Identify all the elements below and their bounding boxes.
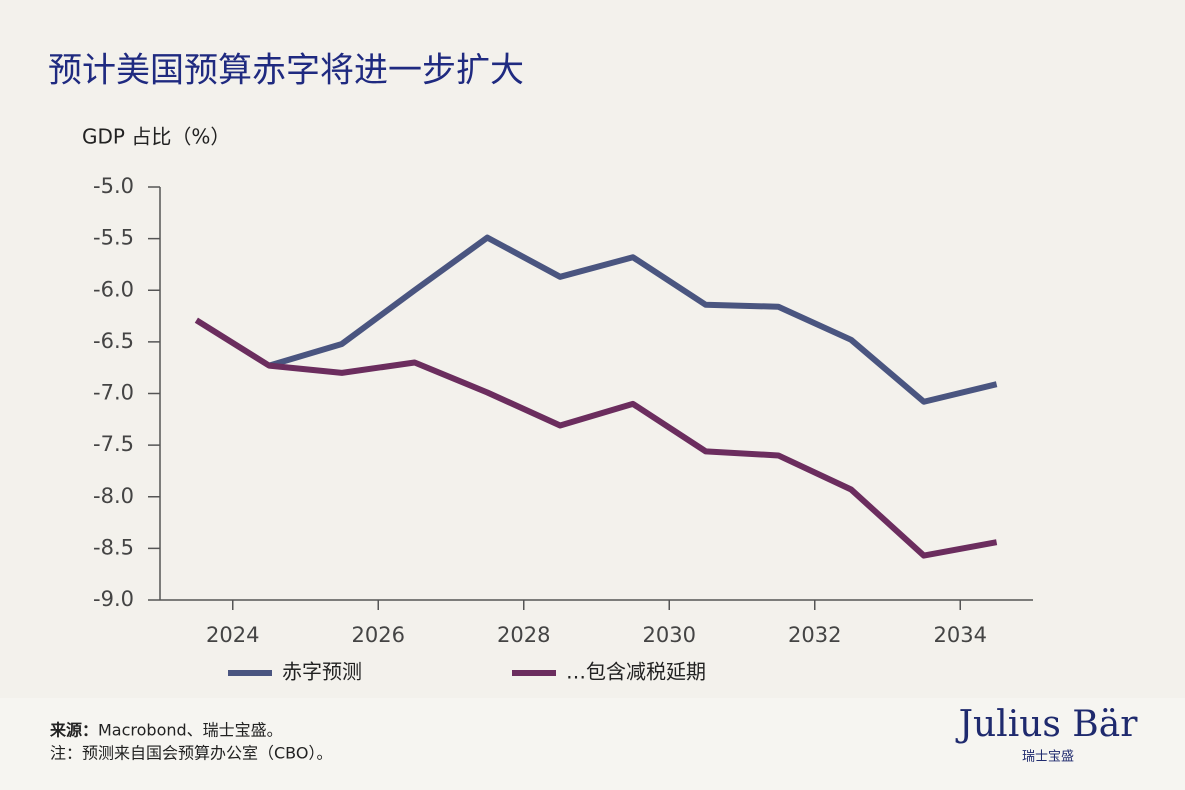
x-tick-label: 2024 [206,623,259,647]
y-tick-label: -7.0 [93,381,134,405]
y-tick-label: -5.0 [93,174,134,198]
y-tick-label: -8.5 [93,535,134,559]
y-tick-label: -9.0 [93,587,134,611]
series-line [194,317,998,559]
source: Macrobond、瑞士宝盛。 [98,721,283,740]
logo: Julius Bär [955,704,1139,745]
logo-sub: 瑞士宝盛 [1022,750,1074,765]
x-tick-label: 2030 [643,623,696,647]
y-tick-label: -8.0 [93,484,134,508]
footer-bg [0,698,1185,790]
source-label: 来源： [49,721,98,740]
y-tick-label: -6.5 [93,329,134,353]
x-tick-label: 2028 [497,623,550,647]
y-tick-label: -5.5 [93,226,134,250]
x-tick-label: 2032 [788,623,841,647]
legend-label: 赤字预测 [282,660,362,684]
legend-label: …包含减税延期 [566,660,706,684]
y-axis-label: GDP 占比（%） [82,125,230,149]
y-tick-label: -6.0 [93,277,134,301]
x-tick-label: 2034 [934,623,987,647]
y-tick-label: -7.5 [93,432,134,456]
note: 注：预测来自国会预算办公室（CBO）。 [50,744,332,763]
chart-title: 预计美国预算赤字将进一步扩大 [48,51,524,91]
series-line [268,234,998,405]
x-tick-label: 2026 [352,623,405,647]
